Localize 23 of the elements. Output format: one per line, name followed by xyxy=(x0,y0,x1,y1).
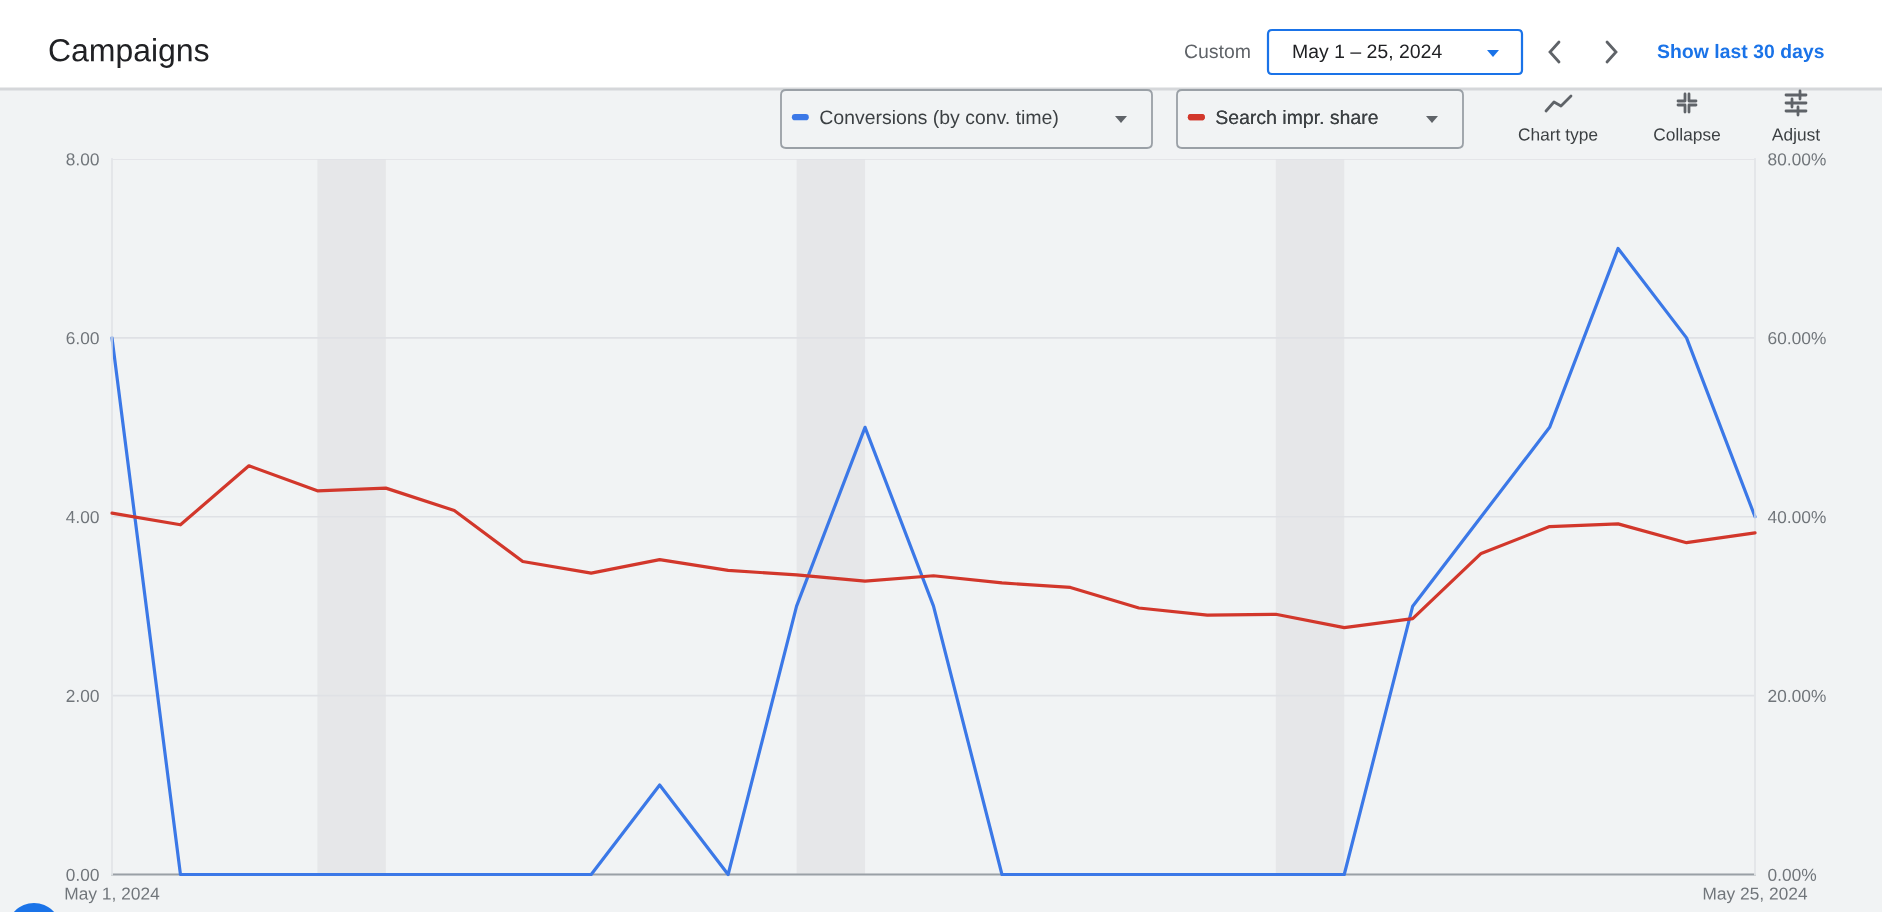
y2-tick-label: 20.00% xyxy=(1768,689,1826,703)
y2-tick-label: 0.00% xyxy=(1768,868,1817,881)
text: May 1 – 25, 2024 xyxy=(1293,44,1442,63)
text: Adjust xyxy=(1771,127,1820,145)
x-tick-label: May 1, 2024 xyxy=(65,887,160,904)
y-tick-label: 4.00 xyxy=(66,510,99,524)
text: Custom xyxy=(1184,44,1250,59)
legend-label: Conversions (by conv. time) xyxy=(820,109,1058,129)
y2-tick-label: 40.00% xyxy=(1767,510,1826,524)
line-series xyxy=(110,246,1757,877)
legend-label: Search impr. share xyxy=(1216,109,1378,129)
y-tick-label: 0.00 xyxy=(66,868,99,881)
text: Show last 30 days xyxy=(1657,43,1824,63)
y-tick-label: 8.00 xyxy=(66,153,99,166)
y-tick-label: 2.00 xyxy=(66,689,99,703)
text: Collapse xyxy=(1654,127,1721,145)
y2-tick-label: 60.00% xyxy=(1768,332,1826,345)
x-tick-label: May 25, 2024 xyxy=(1703,887,1808,904)
chart-title: Campaigns xyxy=(49,38,209,68)
text: Chart type xyxy=(1518,127,1598,145)
y-tick-label: 6.00 xyxy=(66,332,99,345)
y2-tick-label: 80.00% xyxy=(1768,153,1826,166)
line-series xyxy=(110,464,1757,630)
